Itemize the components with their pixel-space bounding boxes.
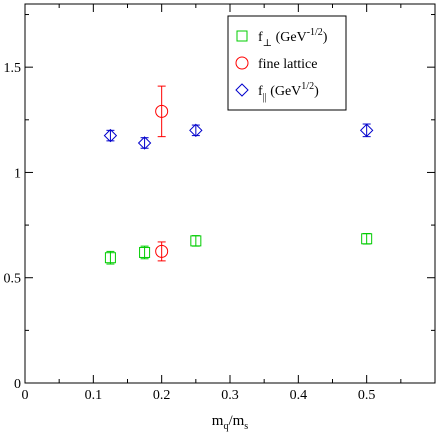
x-axis-label-main: m xyxy=(212,413,224,429)
data-point xyxy=(103,128,118,143)
x-axis-label-slash: /m xyxy=(228,413,244,429)
x-tick-label: 0.2 xyxy=(153,388,171,403)
data-point xyxy=(155,244,169,258)
data-point xyxy=(359,123,374,138)
legend-marker xyxy=(235,56,249,70)
legend-marker xyxy=(236,30,248,42)
y-tick-label: 1 xyxy=(14,166,21,181)
legend-item: fine lattice xyxy=(235,56,317,72)
data-point xyxy=(189,123,203,138)
data-point xyxy=(139,246,151,258)
legend-label: f⊥ (GeV-1/2) xyxy=(258,27,328,49)
series-fine-lattice xyxy=(155,85,169,262)
legend-label: f|| (GeV1/2) xyxy=(258,81,319,103)
data-points xyxy=(103,85,374,265)
legend-item: f|| (GeV1/2) xyxy=(235,81,319,103)
x-axis-label: mq/ms xyxy=(212,413,249,432)
data-point xyxy=(190,235,202,247)
x-tick-label: 0.3 xyxy=(221,388,239,403)
data-point xyxy=(155,104,169,118)
x-tick-label: 0.1 xyxy=(85,388,103,403)
x-axis-label-sub1: q xyxy=(223,421,228,432)
x-tick-label: 0.5 xyxy=(358,388,376,403)
legend-item: f⊥ (GeV-1/2) xyxy=(236,27,328,49)
axis-ticks xyxy=(24,4,436,384)
legend: f⊥ (GeV-1/2) fine lattice f|| (GeV1/2) xyxy=(227,15,347,111)
series-f_perp xyxy=(104,233,373,265)
data-point xyxy=(361,233,373,245)
data-point xyxy=(104,252,116,264)
y-tick-label: 0 xyxy=(14,377,21,392)
x-tick-label: 0 xyxy=(22,388,29,403)
y-tick-label: 1.5 xyxy=(4,61,22,76)
data-point xyxy=(137,136,152,150)
tick-labels: 0 0.1 0.2 0.3 0.4 0.5 0 0.5 1 1.5 xyxy=(4,61,376,403)
legend-marker xyxy=(235,83,249,97)
legend-label: fine lattice xyxy=(258,57,317,72)
x-tick-label: 0.4 xyxy=(290,388,308,403)
y-tick-label: 0.5 xyxy=(4,272,22,287)
x-axis-label-sub2: s xyxy=(244,421,248,432)
series-f_par xyxy=(103,123,374,150)
